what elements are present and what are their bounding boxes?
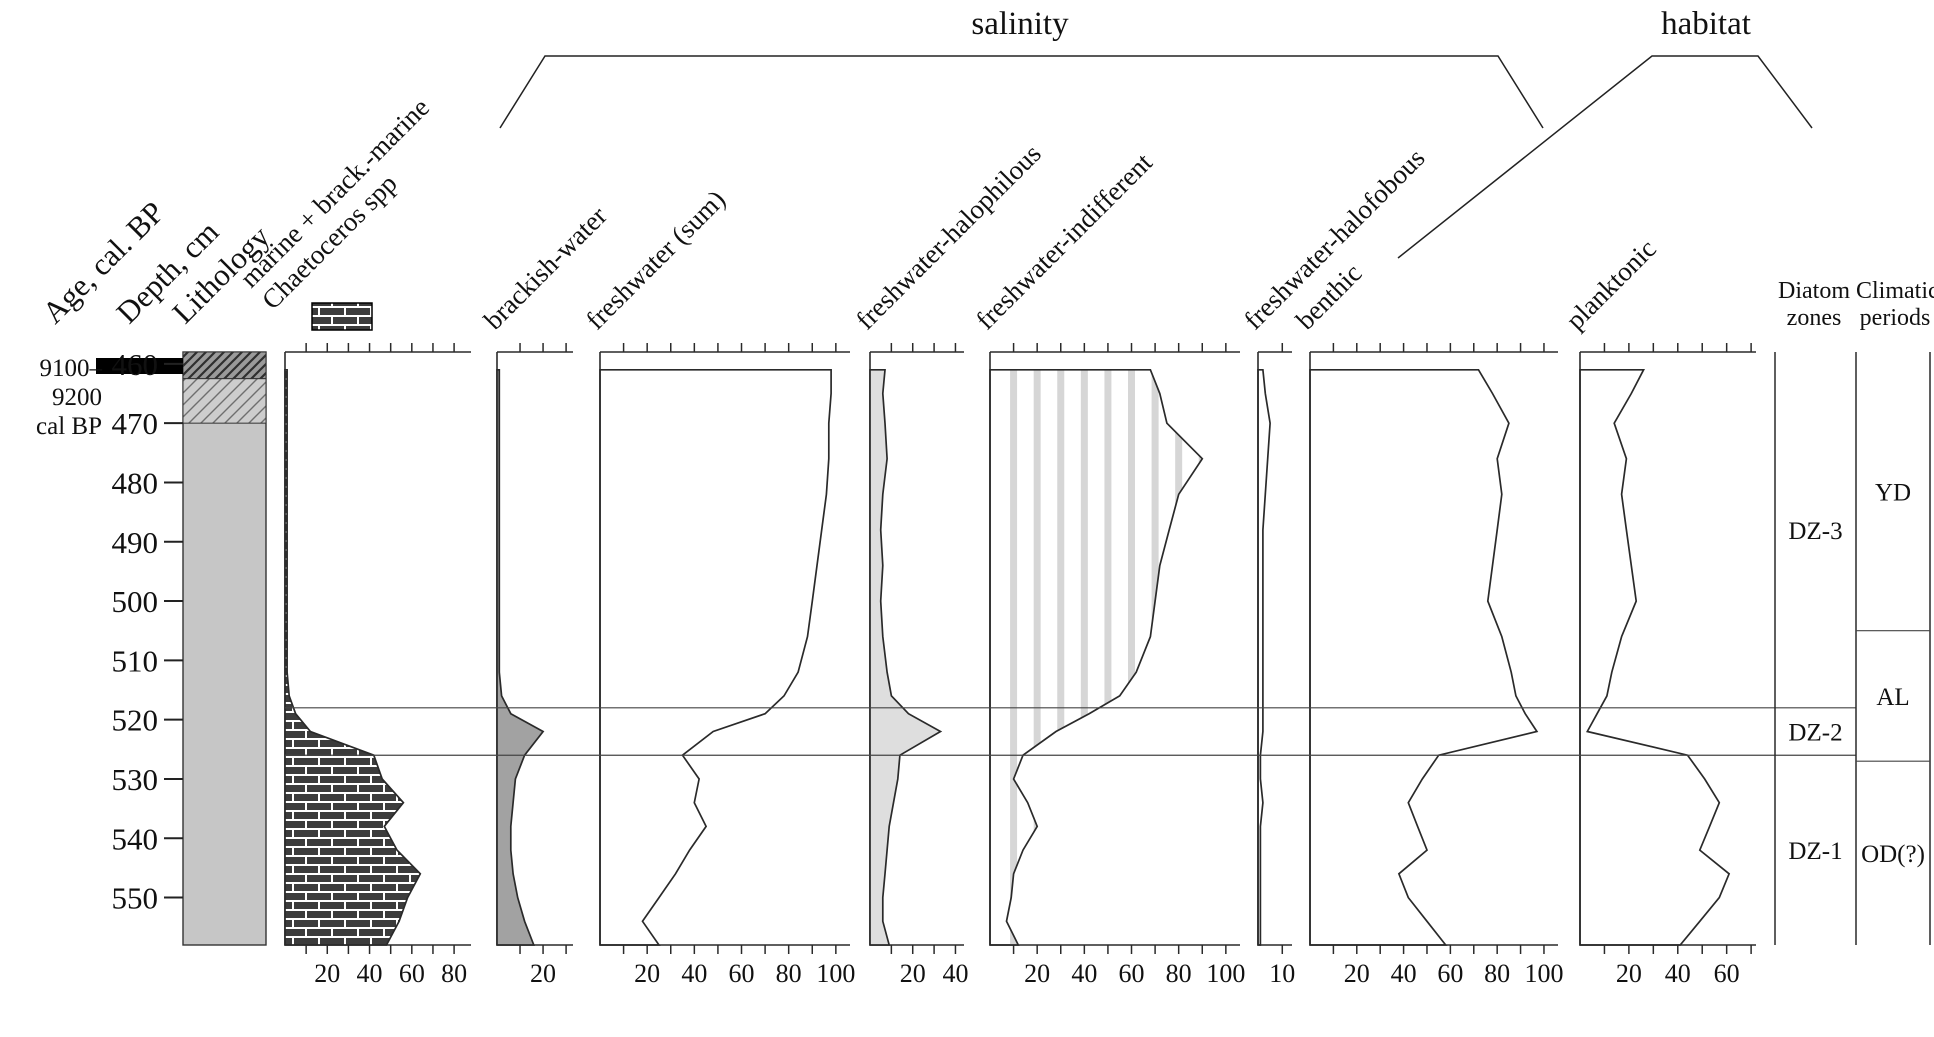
- salinity-bracket: [499, 55, 1544, 129]
- x-tick-label: 80: [441, 959, 467, 988]
- series-area: [1257, 368, 1271, 946]
- x-tick-label: 40: [681, 959, 707, 988]
- x-tick-label: 40: [1391, 959, 1417, 988]
- series-area: [1309, 368, 1539, 946]
- climatic-periods-header-line1: Climatic: [1856, 278, 1934, 304]
- series-area: [869, 368, 943, 946]
- x-tick-label: 100: [1524, 959, 1563, 988]
- x-tick-label: 40: [1665, 959, 1691, 988]
- panel-freshwater-halophilous: 20 40: [869, 343, 968, 988]
- depth-tick-label: 530: [112, 762, 159, 797]
- x-tick-label: 60: [399, 959, 425, 988]
- x-tick-label: 60: [1714, 959, 1740, 988]
- panel-freshwater-sum: 20 40 60 80 100: [599, 343, 855, 988]
- x-tick-label: 20: [634, 959, 660, 988]
- x-tick-label: 80: [1484, 959, 1510, 988]
- x-tick-label: 20: [900, 959, 926, 988]
- group-brackets: [499, 55, 1813, 259]
- diatom-zone-label: DZ-2: [1788, 720, 1842, 747]
- salinity-group-header: salinity: [971, 6, 1069, 42]
- age-annotation-line: 9100–: [39, 355, 103, 382]
- x-tick-label: 60: [729, 959, 755, 988]
- diatom-zone-label: DZ-3: [1788, 518, 1842, 545]
- stripe: [1198, 369, 1203, 945]
- zone-columns: DZ-3 DZ-2 DZ-1 YD AL OD(?): [1774, 352, 1931, 945]
- x-tick-label: 40: [357, 959, 383, 988]
- depth-tick-label: 510: [112, 643, 159, 678]
- age-annotation: 9100– 9200 cal BP: [2, 354, 102, 441]
- diatom-zones-header-line1: Diatom: [1778, 278, 1850, 304]
- diatom-zone-label: DZ-1: [1788, 838, 1842, 865]
- x-tick-label: 10: [1269, 959, 1295, 988]
- diatom-zones-header: Diatom zones: [1772, 278, 1856, 332]
- zone-boundary-lines: [285, 707, 1856, 756]
- climatic-periods-header: Climatic periods: [1856, 278, 1934, 332]
- series-outline: [989, 368, 1204, 946]
- climatic-periods-header-line2: periods: [1859, 305, 1931, 331]
- x-tick-label: 60: [1437, 959, 1463, 988]
- panel-benthic: 20 40 60 80 100: [1309, 343, 1563, 988]
- x-tick-label: 40: [942, 959, 968, 988]
- panel-planktonic: 20 40 60: [1579, 343, 1756, 988]
- stripe-fill: [1010, 352, 1229, 945]
- diatom-zones-header-line2: zones: [1786, 305, 1842, 331]
- series-area: [1579, 368, 1731, 946]
- panel-brackish-water: 20: [496, 343, 573, 988]
- lithology-unit-light-hatch: [182, 378, 267, 424]
- panel-freshwater-halofobous: 10: [1257, 343, 1295, 988]
- x-tick-label: 20: [1024, 959, 1050, 988]
- depth-tick-label: 460: [112, 347, 159, 382]
- stripe: [1175, 369, 1183, 945]
- panel-marine-brack-marine-chaetoceros-spp: 20 40 60 80: [284, 343, 471, 988]
- x-tick-label: 60: [1119, 959, 1145, 988]
- stripe: [1033, 369, 1041, 945]
- habitat-group-header: habitat: [1661, 6, 1751, 42]
- x-tick-label: 20: [1344, 959, 1370, 988]
- stripe: [1128, 369, 1136, 945]
- age-annotation-line: cal BP: [36, 413, 102, 440]
- stripe: [1151, 369, 1159, 945]
- series-area: [496, 368, 545, 946]
- depth-tick-label: 540: [112, 821, 159, 856]
- age-annotation-line: 9200: [52, 384, 102, 411]
- climatic-period-label: AL: [1876, 684, 1909, 711]
- x-tick-label: 100: [816, 959, 855, 988]
- stripe: [1104, 369, 1112, 945]
- series-area: [599, 368, 832, 946]
- lithology-column: [96, 351, 267, 946]
- depth-tick-label: 480: [112, 465, 159, 500]
- depth-tick-label: 500: [112, 584, 159, 619]
- x-tick-label: 20: [1616, 959, 1642, 988]
- x-tick-label: 20: [314, 959, 340, 988]
- depth-axis: 460 470 480 490 500 510 520 530 540 550: [112, 347, 183, 916]
- stripe: [1222, 352, 1229, 945]
- x-tick-label: 80: [1166, 959, 1192, 988]
- lithology-unit-dense-hatch: [182, 351, 267, 380]
- panel-freshwater-indifferent: 20 40 60 80 100: [989, 343, 1245, 988]
- depth-tick-label: 490: [112, 525, 159, 560]
- x-tick-label: 20: [530, 959, 556, 988]
- lithology-unit-silt: [182, 351, 267, 946]
- depth-tick-label: 550: [112, 881, 159, 916]
- stripe: [1080, 369, 1088, 945]
- x-tick-label: 40: [1071, 959, 1097, 988]
- stripe: [1057, 369, 1065, 945]
- age-marker-bar: [96, 358, 183, 374]
- stripe: [1010, 369, 1018, 945]
- x-tick-label: 80: [776, 959, 802, 988]
- x-tick-label: 100: [1206, 959, 1245, 988]
- brick-pattern-swatch: [311, 302, 373, 331]
- depth-tick-label: 470: [112, 406, 159, 441]
- series-area: [284, 368, 422, 946]
- climatic-period-label: YD: [1875, 479, 1911, 506]
- habitat-bracket: [1397, 55, 1813, 259]
- climatic-period-label: OD(?): [1861, 841, 1925, 868]
- depth-tick-label: 520: [112, 703, 159, 738]
